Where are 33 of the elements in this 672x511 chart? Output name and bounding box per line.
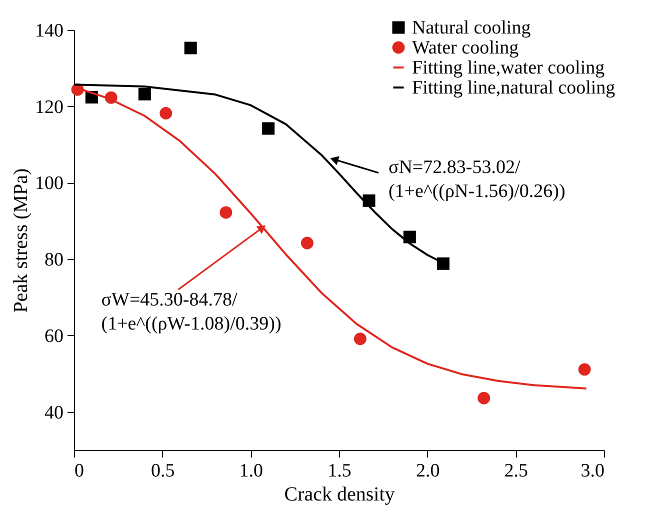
point [220,206,232,219]
x-tick-label: 2.0 [416,460,440,482]
point [184,42,197,54]
point [362,194,376,207]
x-tick-label: 2.5 [504,460,528,482]
point [436,257,450,270]
point [478,392,490,404]
annotation: σN=72.83-53.02/ (1+e^((ρN-1.56)/0.26)) [388,156,566,202]
x-axis-title: Crack density [284,484,395,506]
x-tick-label: 3.0 [580,460,604,482]
y-tick-label: 60 [44,326,64,347]
point [160,107,172,120]
point [403,230,416,244]
legend-label: Fitting line,natural cooling [412,78,616,98]
y-tick-label: 40 [44,402,64,424]
legend-label: Natural cooling [412,18,532,38]
legend-label: Fitting line,water cooling [412,58,606,78]
y-tick-label: 100 [35,173,64,194]
annotation: σW=45.30-84.78/ (1+e^((ρW-1.08)/0.39)) [101,290,282,335]
x-tick-label: 0 [74,460,84,482]
legend-label: Water cooling [412,38,520,58]
point [138,88,151,100]
x-tick-label: 0.5 [150,460,175,482]
y-tick-label: 120 [35,96,64,118]
point [300,236,314,250]
point [578,363,591,376]
x-tick-label: 1.5 [328,460,352,482]
y-tick-label: 140 [35,20,64,42]
point [262,122,275,135]
y-tick-label: 80 [44,250,64,271]
y-axis-title: Peak stress (MPa) [10,168,32,313]
point [354,332,366,346]
x-tick-label: 1.0 [239,460,264,482]
